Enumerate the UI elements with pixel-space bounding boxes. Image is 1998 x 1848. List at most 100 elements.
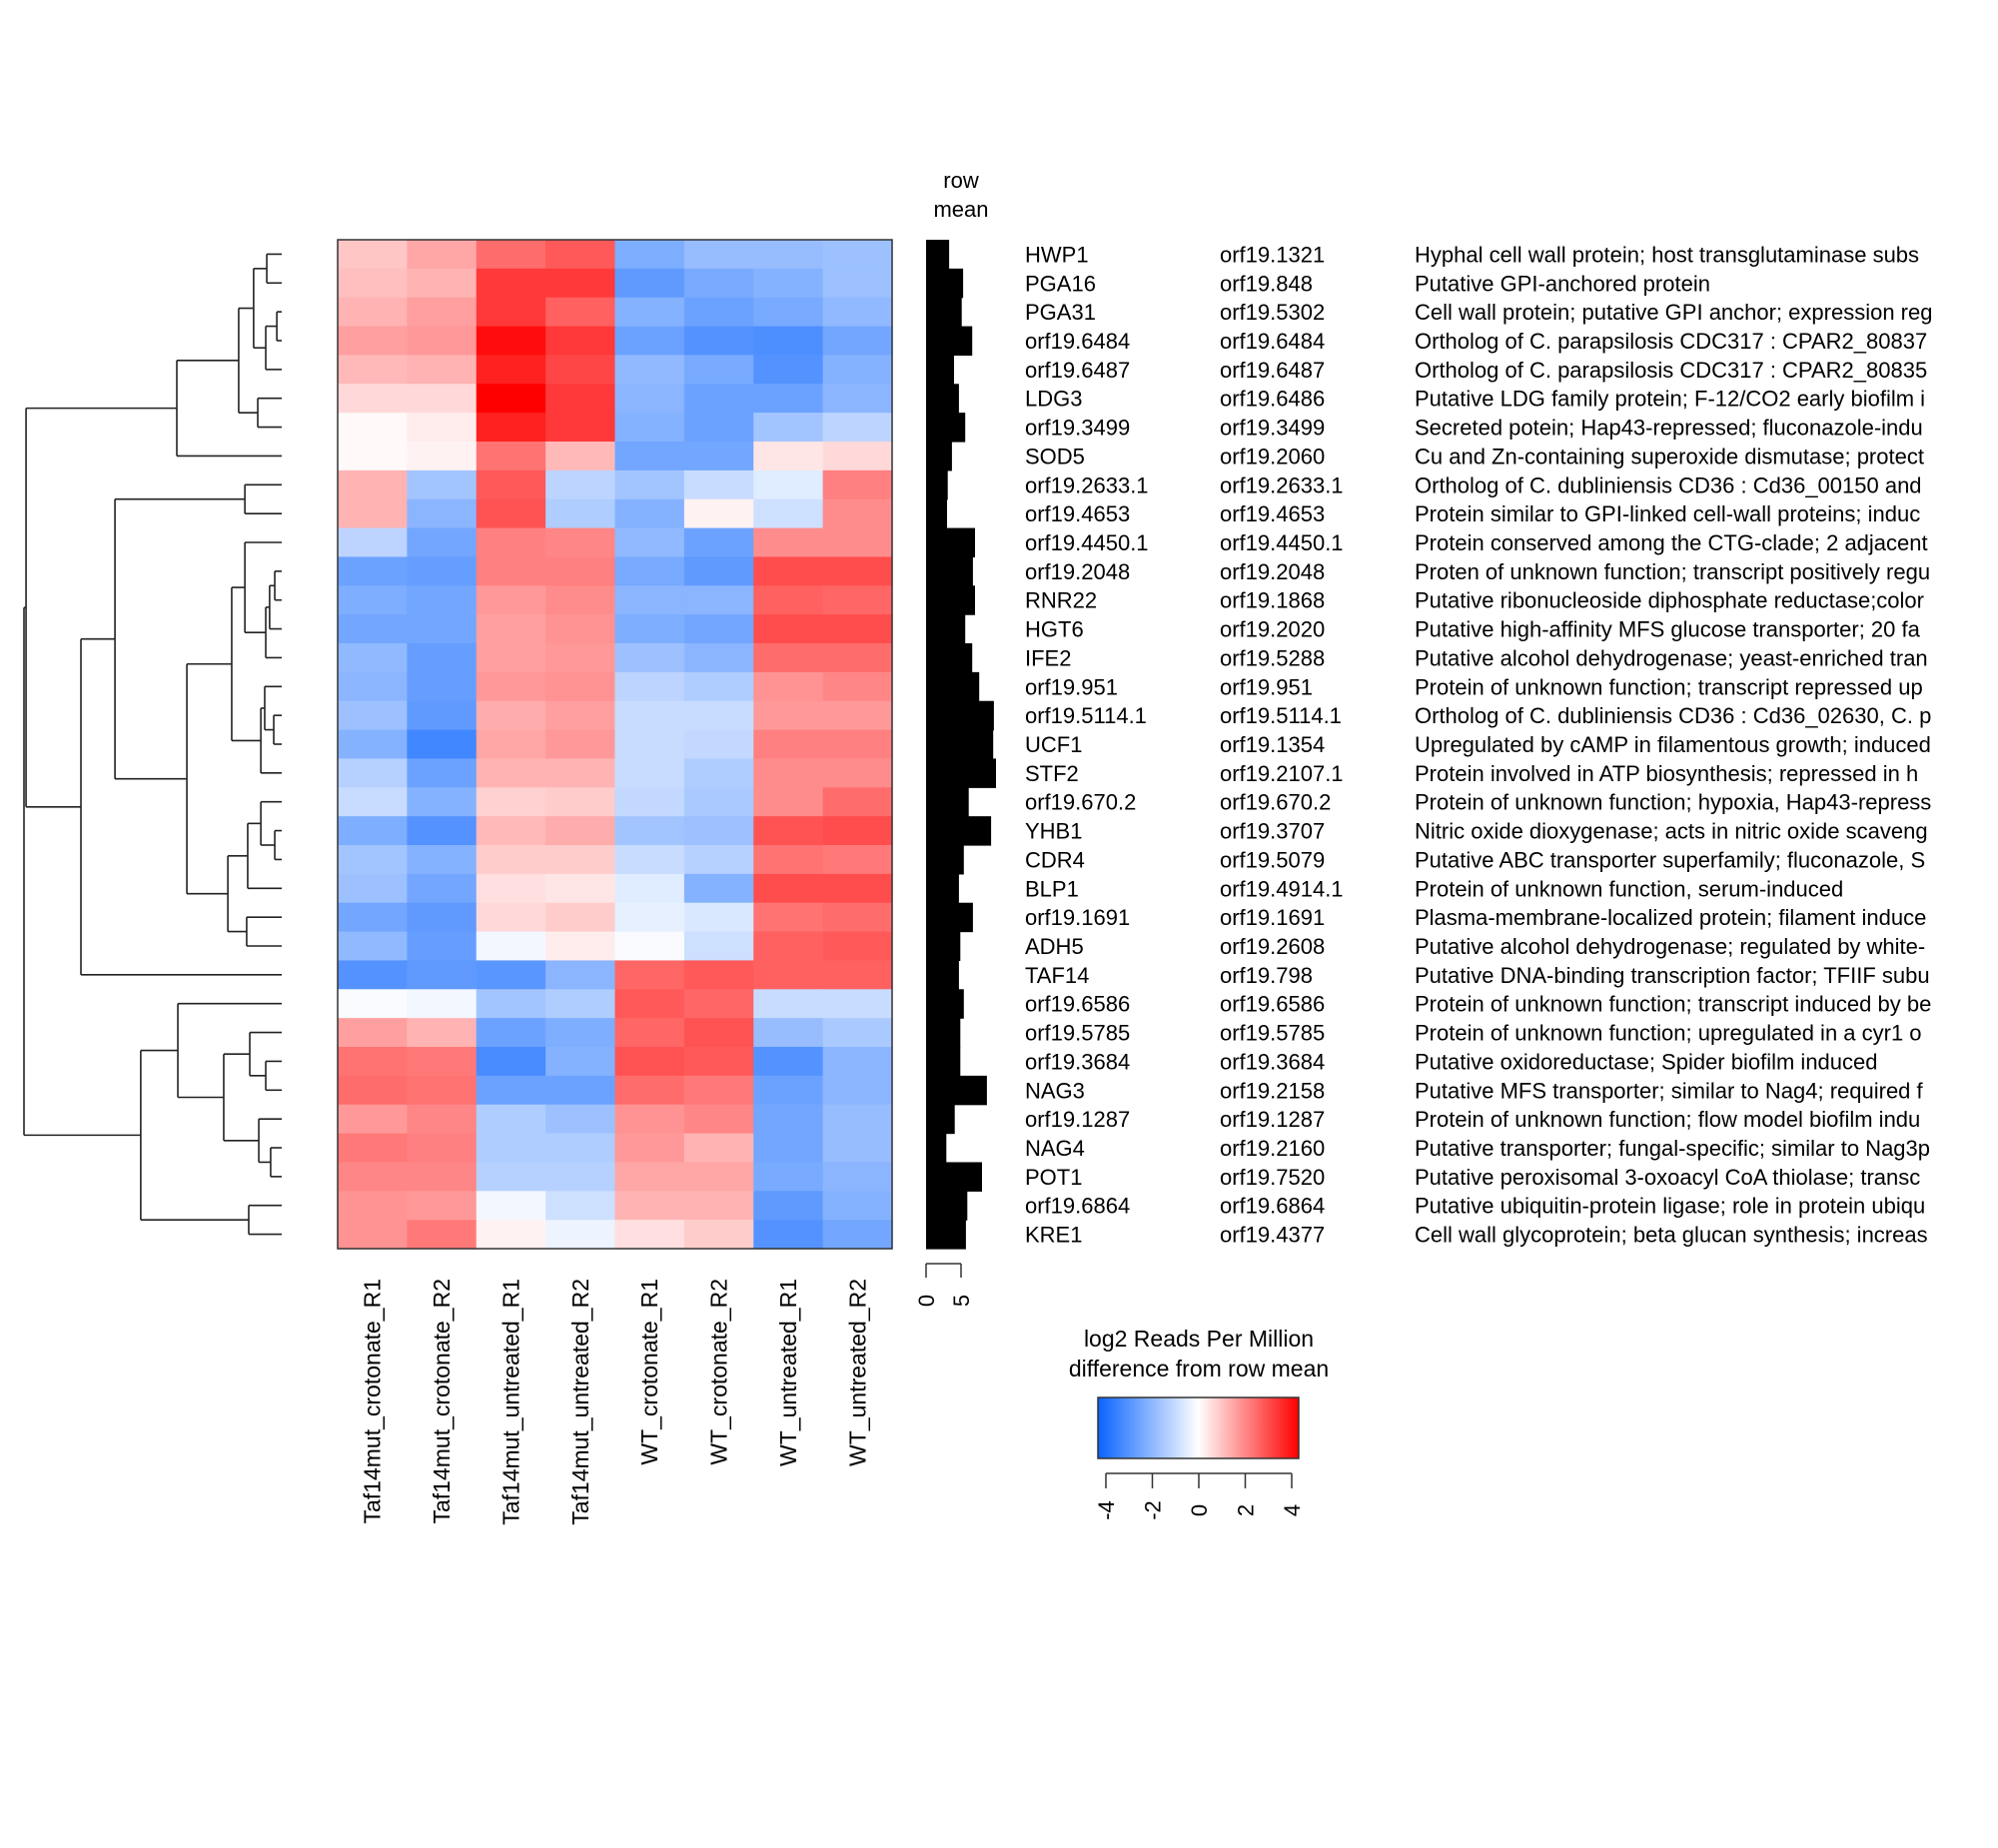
heatmap-cell [545, 384, 616, 414]
orf-id: orf19.6864 [1220, 1194, 1325, 1219]
heatmap-cell [614, 1191, 685, 1221]
colorbar [1097, 1396, 1300, 1459]
heatmap-cell [407, 787, 478, 817]
heatmap-cell [683, 556, 754, 586]
heatmap-cell [338, 1191, 408, 1221]
heatmap-cell [338, 1104, 408, 1135]
heatmap-cell [683, 1018, 754, 1048]
heatmap-cell [545, 989, 616, 1019]
heatmap-cell [683, 469, 754, 500]
heatmap-cell [753, 931, 824, 962]
heatmap-cell [407, 671, 478, 702]
gene-description: Protein involved in ATP biosynthesis; re… [1415, 761, 1918, 786]
gene-description: Putative DNA-binding transcription facto… [1415, 963, 1930, 988]
heatmap-cell [545, 469, 616, 500]
heatmap-cell [545, 873, 616, 904]
heatmap-cell [545, 643, 616, 673]
heatmap-cell [753, 787, 824, 817]
heatmap-cell [614, 326, 685, 357]
heatmap-cell [753, 556, 824, 586]
heatmap-cell [822, 1075, 893, 1106]
heatmap-cell [407, 902, 478, 933]
orf-id: orf19.2060 [1220, 444, 1325, 468]
gene-name: orf19.951 [1025, 674, 1118, 699]
heatmap-cell [338, 1133, 408, 1164]
gene-description: Protein of unknown function; transcript … [1415, 992, 1931, 1017]
row-annotation: NAG4 orf19.2160 Putative transporter; fung… [1025, 1136, 1930, 1161]
heatmap-cell [476, 873, 546, 904]
heatmap-cell [822, 845, 893, 875]
row-mean-bar [926, 1047, 961, 1077]
gene-name: orf19.3684 [1025, 1049, 1130, 1074]
gene-description: Cell wall glycoprotein; beta glucan synt… [1415, 1223, 1928, 1248]
orf-id: orf19.5079 [1220, 847, 1325, 872]
heatmap-cell [545, 816, 616, 846]
heatmap-cell [822, 643, 893, 673]
heatmap-cell [822, 1162, 893, 1192]
heatmap-cell [822, 931, 893, 962]
heatmap-cell [338, 960, 408, 990]
orf-id: orf19.6487 [1220, 358, 1325, 383]
heatmap-cell [683, 643, 754, 673]
orf-id: orf19.6484 [1220, 329, 1325, 354]
heatmap-cell [753, 1075, 824, 1106]
heatmap-cell [822, 758, 893, 788]
heatmap-cell [476, 960, 546, 990]
gene-name: orf19.2633.1 [1025, 472, 1149, 497]
heatmap-cell [407, 1047, 478, 1077]
heatmap-cell [822, 585, 893, 615]
heatmap-cell [614, 671, 685, 702]
row-annotation: LDG3 orf19.6486 Putative LDG family protei… [1025, 387, 1925, 412]
heatmap-cell [614, 1075, 685, 1106]
row-dendrogram [23, 253, 282, 1236]
heatmap-cell [822, 297, 893, 328]
heatmap-cell [545, 787, 616, 817]
heatmap-cell [476, 1075, 546, 1106]
colorbar-tick-label: 2 [1234, 1504, 1259, 1516]
heatmap-cell [338, 816, 408, 846]
gene-name: orf19.2048 [1025, 559, 1130, 584]
heatmap-cell [822, 989, 893, 1019]
row-annotation: SOD5 orf19.2060 Cu and Zn-containing super… [1025, 444, 1924, 468]
heatmap-cell [338, 469, 408, 500]
heatmap-cell [407, 585, 478, 615]
gene-name: orf19.1691 [1025, 905, 1130, 930]
orf-id: orf19.798 [1220, 963, 1313, 988]
colorbar-tick-label: -4 [1094, 1500, 1119, 1520]
heatmap-cell [753, 1047, 824, 1077]
heatmap-cell [614, 758, 685, 788]
gene-name: NAG3 [1025, 1078, 1085, 1103]
heatmap-cell [822, 498, 893, 529]
heatmap-cell [753, 240, 824, 270]
row-annotation: KRE1 orf19.4377 Cell wall glycoprotein; be… [1025, 1223, 1928, 1248]
heatmap-cell [476, 700, 546, 731]
heatmap-cell [407, 469, 478, 500]
orf-id: orf19.5114.1 [1220, 703, 1342, 728]
heatmap-cell [822, 442, 893, 471]
heatmap-cell [338, 729, 408, 760]
gene-name: orf19.670.2 [1025, 790, 1136, 815]
heatmap-cell [338, 989, 408, 1019]
heatmap-cell [545, 442, 616, 471]
heatmap-cell [476, 758, 546, 788]
gene-description: Ortholog of C. parapsilosis CDC317 : CPA… [1415, 329, 1927, 354]
heatmap-cell [753, 384, 824, 414]
row-mean-tick-label: 0 [914, 1295, 939, 1307]
colorbar-tick-label: -2 [1141, 1500, 1166, 1520]
heatmap-cell [683, 268, 754, 299]
heatmap-cell [683, 326, 754, 357]
gene-description: Putative ribonucleoside diphosphate redu… [1415, 588, 1924, 613]
heatmap-cell [614, 960, 685, 990]
column-label: Taf14mut_untreated_R1 [498, 1279, 523, 1525]
row-mean-bar [926, 1191, 968, 1221]
heatmap-cell [476, 902, 546, 933]
heatmap-cell [614, 442, 685, 471]
heatmap-cell [407, 700, 478, 731]
gene-name: orf19.5114.1 [1025, 703, 1147, 728]
row-annotation: orf19.4653 orf19.4653 Protein similar to G… [1025, 501, 1920, 526]
heatmap-cell [683, 758, 754, 788]
heatmap-cell [822, 1104, 893, 1135]
orf-id: orf19.1287 [1220, 1107, 1325, 1132]
